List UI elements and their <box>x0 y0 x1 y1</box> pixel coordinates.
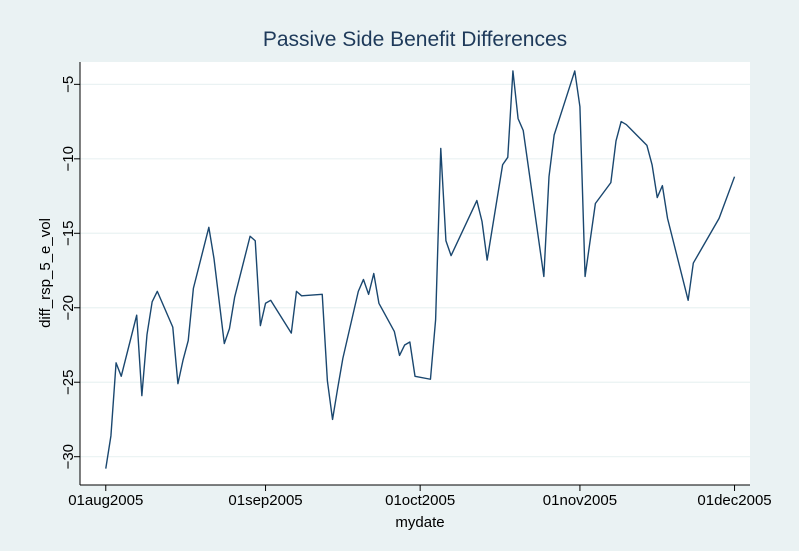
y-tick-label: −10 <box>60 146 77 171</box>
chart-title: Passive Side Benefit Differences <box>263 28 567 51</box>
y-axis-title: diff_rsp_5_e_vol <box>37 218 54 328</box>
data-line <box>105 70 736 469</box>
x-axis-title: mydate <box>395 514 444 531</box>
x-tick-label: 01sep2005 <box>228 492 302 509</box>
y-tick-label: −25 <box>60 370 77 395</box>
x-tick-label: 01oct2005 <box>385 492 455 509</box>
y-tick-label: −30 <box>60 444 77 469</box>
y-tick-label: −20 <box>60 295 77 320</box>
y-tick-label: −5 <box>60 76 77 93</box>
y-tick-label: −15 <box>60 221 77 246</box>
plot-area <box>80 62 750 485</box>
x-tick-label: 01nov2005 <box>543 492 617 509</box>
x-tick-label: 01dec2005 <box>697 492 771 509</box>
x-tick-label: 01aug2005 <box>68 492 143 509</box>
